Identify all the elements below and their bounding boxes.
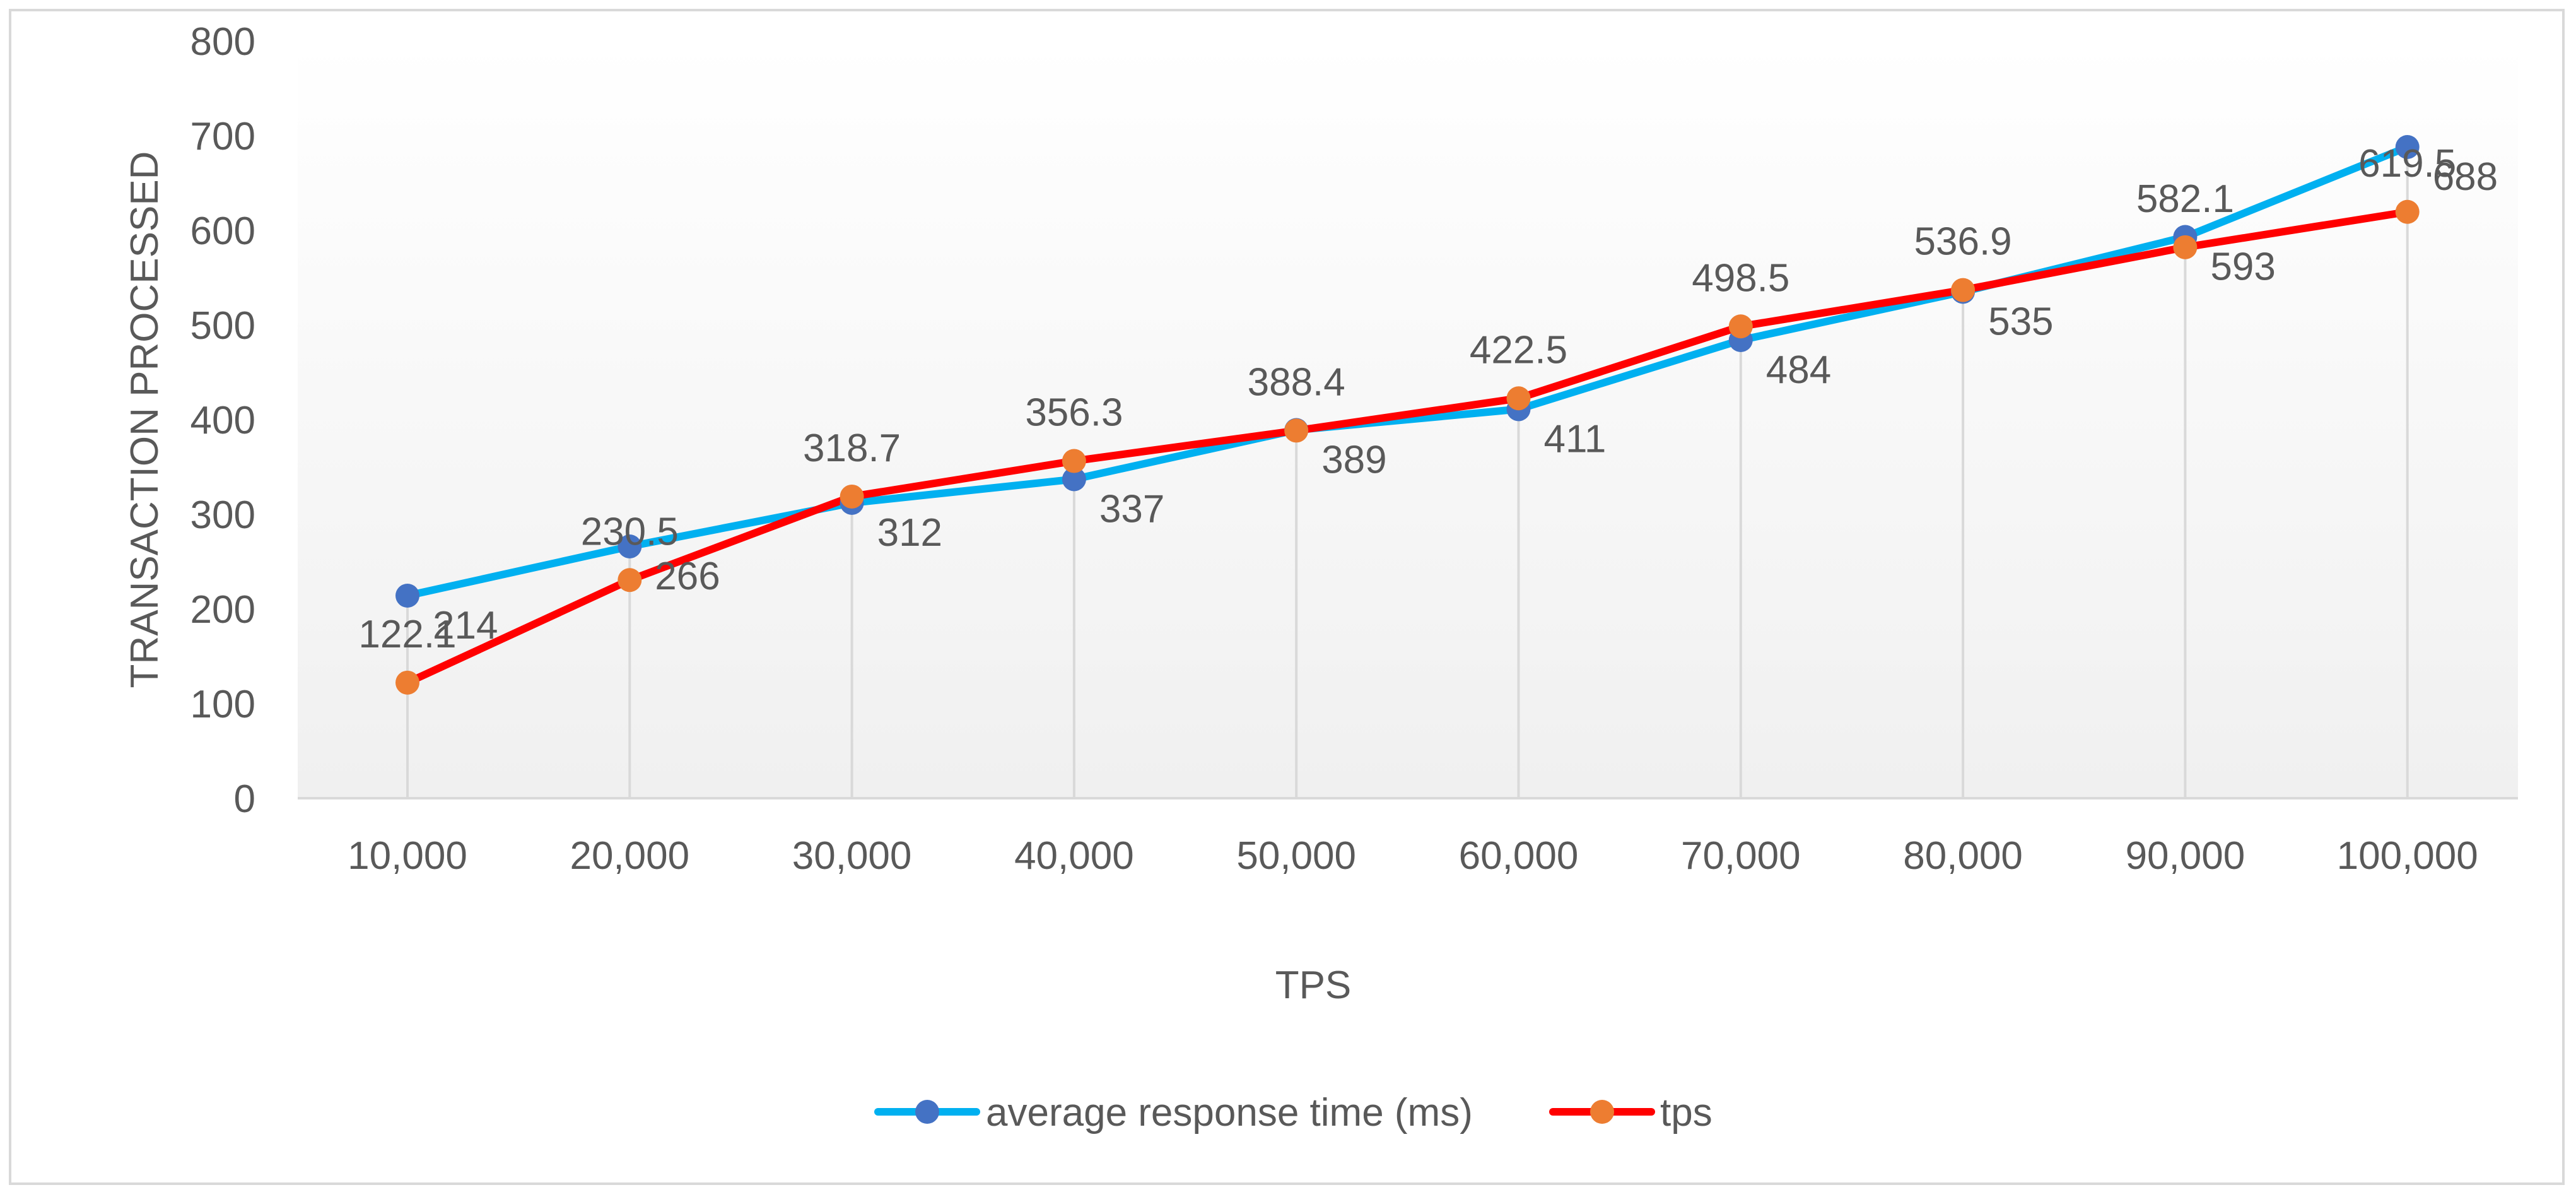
data-point-series-1[interactable] [1951, 278, 1976, 302]
data-label-series-1: 582.1 [2136, 177, 2234, 221]
data-point-series-1[interactable] [1284, 418, 1309, 443]
y-tick-label: 400 [190, 399, 255, 442]
x-tick-label: 80,000 [1903, 834, 2023, 878]
y-tick-label: 500 [190, 304, 255, 348]
legend-label-response-time: average response time (ms) [986, 1091, 1473, 1135]
data-label-series-1: 388.4 [1248, 360, 1345, 404]
x-tick-label: 30,000 [792, 834, 912, 878]
data-label-series-1: 422.5 [1470, 328, 1567, 372]
legend-marker-tps [1590, 1100, 1614, 1124]
data-label-series-0: 688 [2433, 155, 2498, 199]
data-point-series-1[interactable] [840, 484, 864, 509]
data-label-series-1: 536.9 [1914, 220, 2012, 264]
legend-item-tps[interactable]: tps [1549, 1091, 1712, 1135]
data-point-series-1[interactable] [2173, 235, 2198, 259]
data-point-series-1[interactable] [2395, 199, 2420, 224]
y-tick-label: 600 [190, 209, 255, 253]
data-point-series-1[interactable] [395, 670, 419, 695]
x-tick-label: 40,000 [1014, 834, 1134, 878]
data-point-series-1[interactable] [618, 568, 642, 593]
x-tick-label: 90,000 [2126, 834, 2245, 878]
data-point-series-0[interactable] [618, 534, 642, 558]
x-tick-label: 70,000 [1681, 834, 1801, 878]
data-point-series-1[interactable] [1062, 449, 1086, 473]
data-point-series-0[interactable] [395, 584, 419, 608]
x-tick-label: 20,000 [570, 834, 689, 878]
data-point-series-0[interactable] [1062, 467, 1086, 492]
x-tick-label: 50,000 [1236, 834, 1356, 878]
x-tick-label: 10,000 [348, 834, 467, 878]
y-tick-label: 300 [190, 493, 255, 537]
legend-item-response-time[interactable]: average response time (ms) [874, 1091, 1473, 1135]
data-label-series-1: 122.1 [358, 613, 456, 656]
data-point-series-0[interactable] [2395, 135, 2420, 159]
legend-marker-response-time [915, 1100, 939, 1124]
data-label-series-0: 484 [1766, 348, 1831, 392]
data-label-series-1: 619.5 [2358, 142, 2456, 186]
x-tick-label: 100,000 [2337, 834, 2478, 878]
legend-label-tps: tps [1660, 1091, 1712, 1135]
y-tick-label: 800 [190, 20, 255, 64]
data-label-series-1: 498.5 [1692, 256, 1789, 300]
y-axis-title: TRANSACTION PROCESSED [123, 151, 167, 688]
data-label-series-0: 214 [433, 604, 498, 647]
data-label-series-0: 389 [1321, 439, 1386, 482]
data-label-series-0: 593 [2210, 245, 2275, 289]
data-label-series-0: 411 [1544, 418, 1607, 461]
legend: average response time (ms) tps [874, 1091, 1712, 1135]
data-point-series-1[interactable] [1728, 314, 1753, 339]
y-tick-label: 0 [234, 777, 255, 821]
data-label-series-0: 535 [1988, 300, 2053, 344]
data-label-series-1: 318.7 [803, 427, 901, 470]
y-tick-label: 200 [190, 588, 255, 632]
series-line-1 [404, 208, 2411, 687]
data-label-series-1: 230.5 [581, 510, 679, 553]
data-label-series-1: 356.3 [1025, 391, 1123, 435]
data-label-series-0: 266 [655, 555, 720, 598]
data-point-series-1[interactable] [1506, 386, 1531, 411]
y-tick-label: 700 [190, 115, 255, 158]
x-tick-label: 60,000 [1459, 834, 1579, 878]
data-label-series-0: 312 [877, 511, 942, 555]
y-tick-label: 100 [190, 683, 255, 726]
data-label-series-0: 337 [1099, 488, 1164, 531]
series-line-0 [404, 143, 2411, 599]
x-axis-title: TPS [1275, 964, 1352, 1007]
